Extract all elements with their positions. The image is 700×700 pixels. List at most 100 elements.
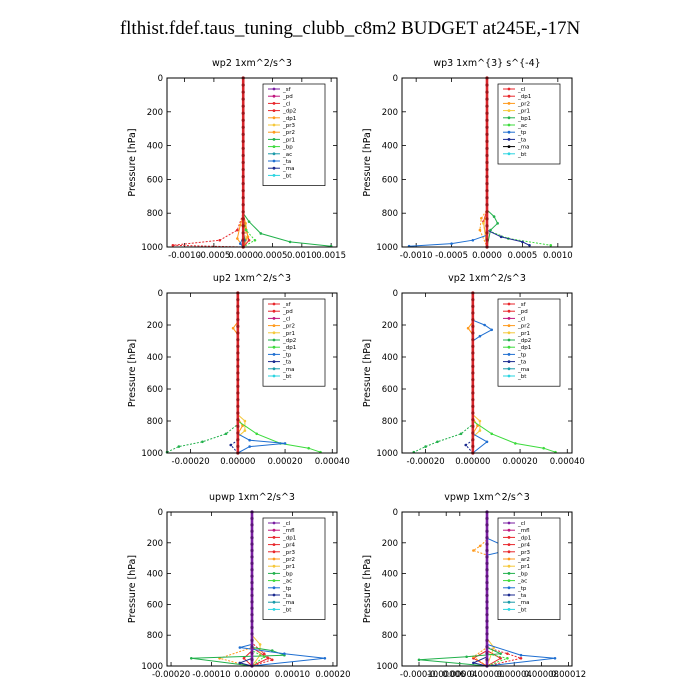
data-point	[459, 432, 463, 436]
data-point	[478, 334, 482, 338]
profile-marker	[250, 593, 254, 598]
legend-label: _pr2	[517, 324, 530, 330]
profile-marker	[485, 613, 489, 617]
profile-marker	[485, 548, 489, 553]
legend-marker	[272, 557, 276, 561]
profile-marker	[250, 587, 254, 591]
legend-label: _dp1	[282, 116, 296, 122]
y-tick-label: 0	[158, 289, 163, 299]
x-tick-label: -0.0010	[168, 251, 201, 261]
data-point	[482, 222, 485, 225]
data-point	[229, 443, 233, 447]
series-line-ta	[238, 512, 253, 667]
legend-label: _ma	[282, 367, 294, 373]
legend-marker	[272, 528, 276, 532]
y-tick-label: 200	[382, 108, 398, 118]
legend-marker	[272, 102, 276, 105]
profile-marker	[236, 298, 240, 302]
data-point	[485, 440, 489, 444]
data-point	[464, 443, 468, 447]
profile-marker	[250, 523, 254, 527]
data-point	[248, 438, 251, 442]
y-tick-label: 1000	[141, 662, 163, 672]
y-axis-label: Pressure [hPa]	[127, 128, 138, 196]
data-point	[243, 419, 247, 423]
data-point	[238, 646, 242, 649]
legend-label: _sf	[282, 87, 292, 93]
profile-marker	[236, 424, 240, 428]
profile-marker	[241, 111, 245, 115]
plot-frame	[166, 77, 338, 248]
data-point	[177, 445, 181, 448]
data-point	[465, 655, 468, 659]
profile-marker	[471, 391, 475, 395]
x-tick-label: -0.0005	[197, 251, 230, 261]
profile-marker	[241, 203, 245, 207]
profile-marker	[250, 651, 254, 655]
profile-marker	[236, 331, 240, 335]
series-line-pr2	[217, 512, 253, 667]
data-point	[247, 238, 251, 242]
legend-marker	[507, 145, 511, 149]
panel-title: wp3 1xm^{3} s^{-4}	[433, 58, 540, 69]
y-tick-label: 200	[147, 539, 163, 549]
legend-marker	[272, 317, 276, 320]
legend-label: _pr1	[517, 564, 530, 570]
profile-marker	[236, 364, 240, 368]
profile-marker	[471, 384, 475, 388]
data-point	[472, 549, 475, 552]
y-tick-label: 800	[382, 631, 398, 641]
legend-marker	[507, 572, 511, 575]
data-point	[472, 661, 475, 665]
profile-marker	[250, 638, 254, 642]
x-tick-label: 0.00012	[551, 670, 586, 680]
profile-marker	[485, 210, 489, 214]
legend-marker	[272, 302, 276, 306]
legend-label: _tp	[517, 130, 527, 136]
y-tick-label: 800	[147, 417, 163, 427]
legend-marker	[272, 572, 276, 575]
profile-marker	[485, 90, 489, 94]
legend-marker	[507, 353, 511, 356]
data-point	[499, 235, 503, 239]
legend-marker	[507, 94, 511, 98]
legend-marker	[507, 579, 511, 582]
data-point	[506, 652, 509, 655]
data-point	[521, 240, 524, 244]
legend-label: _bp	[282, 145, 293, 151]
legend-marker	[272, 345, 276, 349]
data-point	[255, 432, 259, 436]
profile-marker	[485, 189, 489, 193]
data-point	[248, 445, 251, 448]
legend-marker	[507, 521, 511, 525]
data-point	[519, 653, 523, 657]
y-tick-label: 1000	[376, 662, 398, 672]
x-tick-label: 0.00000	[469, 670, 504, 680]
profile-marker	[236, 411, 240, 415]
legend-marker	[507, 367, 511, 371]
profile-marker	[241, 217, 245, 221]
y-axis-label: Pressure [hPa]	[127, 339, 138, 407]
legend-marker	[272, 130, 276, 134]
data-point	[499, 652, 502, 655]
x-tick-label: 0.0005	[508, 251, 538, 261]
legend-marker	[507, 528, 511, 532]
legend-label: _tp	[517, 352, 527, 358]
legend-marker	[507, 586, 511, 590]
data-point	[542, 446, 545, 450]
legend-marker	[272, 159, 276, 163]
y-tick-label: 0	[158, 74, 163, 84]
legend-label: _dp2	[282, 338, 296, 344]
profile-marker	[250, 625, 254, 630]
profile-marker	[471, 338, 475, 342]
legend-label: _dp1	[282, 345, 296, 351]
data-point	[283, 652, 286, 655]
legend-label: _cl	[282, 316, 291, 322]
x-tick-label: -0.00020	[407, 457, 445, 467]
profile-marker	[485, 529, 489, 533]
legend-marker	[272, 309, 276, 313]
y-tick-label: 200	[147, 108, 163, 118]
profile-marker	[485, 632, 489, 636]
legend-marker	[507, 608, 511, 611]
